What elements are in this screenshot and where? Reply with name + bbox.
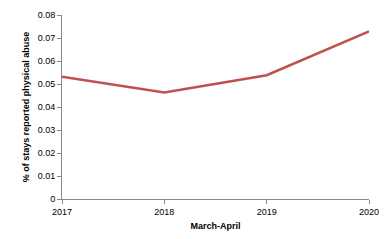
svg-text:0.03: 0.03	[38, 125, 56, 135]
svg-text:2019: 2019	[257, 207, 277, 217]
svg-text:0.04: 0.04	[38, 102, 56, 112]
svg-text:0.02: 0.02	[38, 148, 56, 158]
svg-text:0.05: 0.05	[38, 79, 56, 89]
svg-text:0.01: 0.01	[38, 171, 56, 181]
svg-text:0.06: 0.06	[38, 56, 56, 66]
svg-text:2017: 2017	[52, 207, 72, 217]
svg-text:2020: 2020	[359, 207, 379, 217]
svg-text:% of stays reported physical a: % of stays reported physical abuse	[21, 32, 31, 183]
svg-text:0.08: 0.08	[38, 10, 56, 20]
svg-text:March-April: March-April	[190, 221, 240, 231]
svg-text:0.07: 0.07	[38, 33, 56, 43]
svg-text:2018: 2018	[154, 207, 174, 217]
svg-text:0: 0	[50, 194, 55, 204]
